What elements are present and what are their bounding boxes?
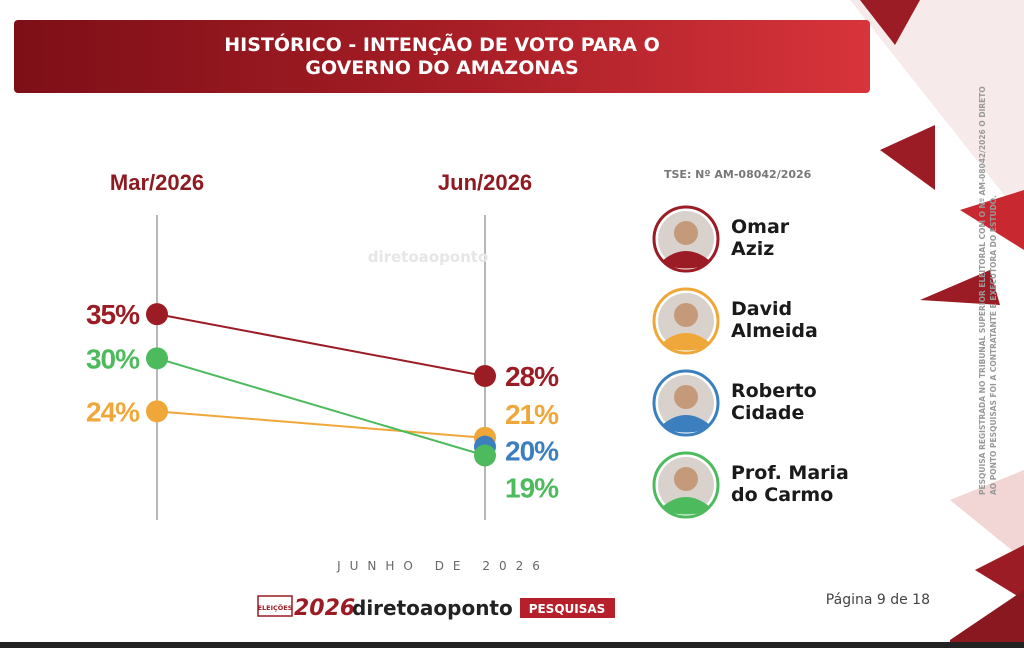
legend-avatar-head [674, 221, 698, 245]
triangle [950, 590, 1024, 648]
x-tick-label: Jun/2026 [438, 170, 532, 195]
legend-avatar-body [662, 415, 710, 433]
data-label: 35% [86, 299, 140, 330]
legend-label: Roberto Cidade [731, 380, 817, 424]
footnote: PESQUISA REGISTRADA NO TRIBUNAL SUPERIOR… [978, 86, 998, 495]
triangle [975, 545, 1024, 600]
series-line [156, 313, 486, 377]
legend-avatar-body [662, 251, 710, 269]
brand-name: diretoaoponto [352, 596, 513, 620]
chart-title: HISTÓRICO - INTENÇÃO DE VOTO PARA O GOVE… [224, 33, 660, 79]
data-label: 24% [86, 396, 140, 427]
triangle [950, 470, 1024, 560]
data-label: 20% [505, 436, 559, 467]
legend-avatar-body [662, 333, 710, 351]
data-label: 21% [505, 399, 559, 430]
bottom-bar [0, 642, 1024, 648]
legend-avatar-head [674, 385, 698, 409]
point [146, 347, 168, 370]
triangle [880, 125, 935, 190]
point [474, 365, 496, 387]
series-line [156, 357, 486, 457]
legend-label: David Almeida [731, 298, 818, 342]
legend-label: Prof. Maria do Carmo [731, 462, 849, 506]
brand: ELEIÇÕES 2026 diretoaoponto PESQUISAS [257, 595, 615, 621]
x-tick-label: Mar/2026 [110, 170, 204, 195]
bg-shape [850, 0, 1024, 220]
data-label: 28% [505, 361, 559, 392]
triangle [960, 190, 1024, 250]
brand-badge-box [257, 595, 293, 617]
data-label: 19% [505, 473, 559, 504]
point [146, 400, 168, 423]
point [474, 444, 496, 467]
page-number: Página 9 de 18 [826, 592, 930, 608]
date: JUNHO DE 2026 [336, 559, 549, 573]
header: HISTÓRICO - INTENÇÃO DE VOTO PARA O GOVE… [14, 20, 870, 93]
legend-avatar-head [674, 467, 698, 491]
brand-tag-box [520, 598, 615, 618]
series-line [156, 410, 486, 439]
legend-avatar-head [674, 303, 698, 327]
brand-year: 2026 [294, 596, 355, 621]
triangle [920, 270, 1000, 305]
triangle [860, 0, 920, 45]
watermark: diretoaoponto [368, 248, 489, 266]
data-label: 30% [86, 343, 140, 374]
plot: Mar/2026 Jun/2026 35% 28% 24% 21% 20% 30% 19% [86, 170, 720, 519]
point [146, 303, 168, 326]
registration: TSE: Nº AM-08042/2026 [664, 168, 812, 181]
legend-label: Omar Aziz [731, 216, 790, 260]
brand-badge: ELEIÇÕES [258, 603, 293, 612]
legend-avatar-body [662, 497, 710, 515]
brand-tag: PESQUISAS [529, 602, 606, 616]
